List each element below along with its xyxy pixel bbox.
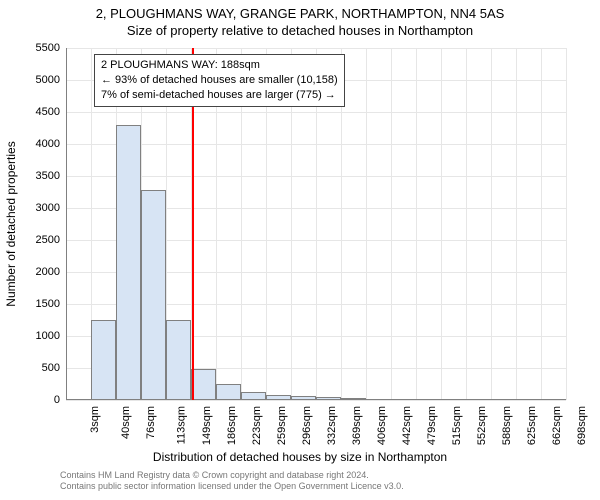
xtick-label: 369sqm (351, 406, 363, 445)
gridline-v (491, 48, 492, 400)
ytick-label: 1000 (26, 330, 60, 342)
footer-line1: Contains HM Land Registry data © Crown c… (60, 470, 404, 481)
ytick-label: 4000 (26, 138, 60, 150)
ytick-label: 3000 (26, 202, 60, 214)
gridline-v (541, 48, 542, 400)
xtick-label: 332sqm (326, 406, 338, 445)
ytick-label: 1500 (26, 298, 60, 310)
ytick-label: 0 (26, 394, 60, 406)
xtick-label: 113sqm (175, 406, 187, 444)
plot-area: 2 PLOUGHMANS WAY: 188sqm← 93% of detache… (66, 48, 566, 400)
chart-container: 2, PLOUGHMANS WAY, GRANGE PARK, NORTHAMP… (0, 0, 600, 500)
xtick-label: 406sqm (376, 406, 388, 445)
xtick-label: 259sqm (276, 406, 288, 445)
ytick-label: 2000 (26, 266, 60, 278)
gridline-v (441, 48, 442, 400)
xtick-label: 515sqm (451, 406, 463, 445)
histogram-bar (166, 320, 191, 400)
xtick-label: 479sqm (426, 406, 438, 445)
xtick-label: 442sqm (401, 406, 413, 445)
annotation-line1: 2 PLOUGHMANS WAY: 188sqm (101, 58, 338, 73)
xtick-label: 76sqm (145, 406, 157, 439)
gridline-v (566, 48, 567, 400)
ytick-label: 500 (26, 362, 60, 374)
gridline-v (391, 48, 392, 400)
ytick-label: 2500 (26, 234, 60, 246)
gridline-v (416, 48, 417, 400)
annotation-line3: 7% of semi-detached houses are larger (7… (101, 88, 338, 103)
y-axis-label: Number of detached properties (4, 141, 18, 306)
xtick-label: 588sqm (501, 406, 513, 445)
histogram-bar (191, 369, 216, 400)
chart-title-address: 2, PLOUGHMANS WAY, GRANGE PARK, NORTHAMP… (0, 0, 600, 21)
gridline-v (466, 48, 467, 400)
chart-title-sub: Size of property relative to detached ho… (0, 21, 600, 38)
gridline-v (516, 48, 517, 400)
ytick-label: 5500 (26, 42, 60, 54)
annotation-box: 2 PLOUGHMANS WAY: 188sqm← 93% of detache… (94, 54, 345, 107)
ytick-label: 5000 (26, 74, 60, 86)
annotation-line2: ← 93% of detached houses are smaller (10… (101, 73, 338, 88)
gridline-h (66, 400, 566, 401)
y-axis-line (66, 48, 67, 400)
xtick-label: 3sqm (89, 406, 101, 433)
xtick-label: 149sqm (201, 406, 213, 445)
xtick-label: 625sqm (526, 406, 538, 445)
xtick-label: 698sqm (576, 406, 588, 445)
histogram-bar (116, 125, 141, 400)
ytick-label: 4500 (26, 106, 60, 118)
footer-attribution: Contains HM Land Registry data © Crown c… (60, 470, 404, 493)
xtick-label: 296sqm (301, 406, 313, 445)
x-axis-line (66, 399, 566, 400)
footer-line2: Contains public sector information licen… (60, 481, 404, 492)
xtick-label: 552sqm (476, 406, 488, 445)
x-axis-label: Distribution of detached houses by size … (0, 450, 600, 464)
histogram-bar (141, 190, 166, 400)
xtick-label: 40sqm (120, 406, 132, 439)
xtick-label: 186sqm (226, 406, 238, 445)
xtick-label: 223sqm (251, 406, 263, 445)
xtick-label: 662sqm (551, 406, 563, 445)
gridline-v (366, 48, 367, 400)
histogram-bar (216, 384, 241, 400)
ytick-label: 3500 (26, 170, 60, 182)
histogram-bar (91, 320, 116, 400)
